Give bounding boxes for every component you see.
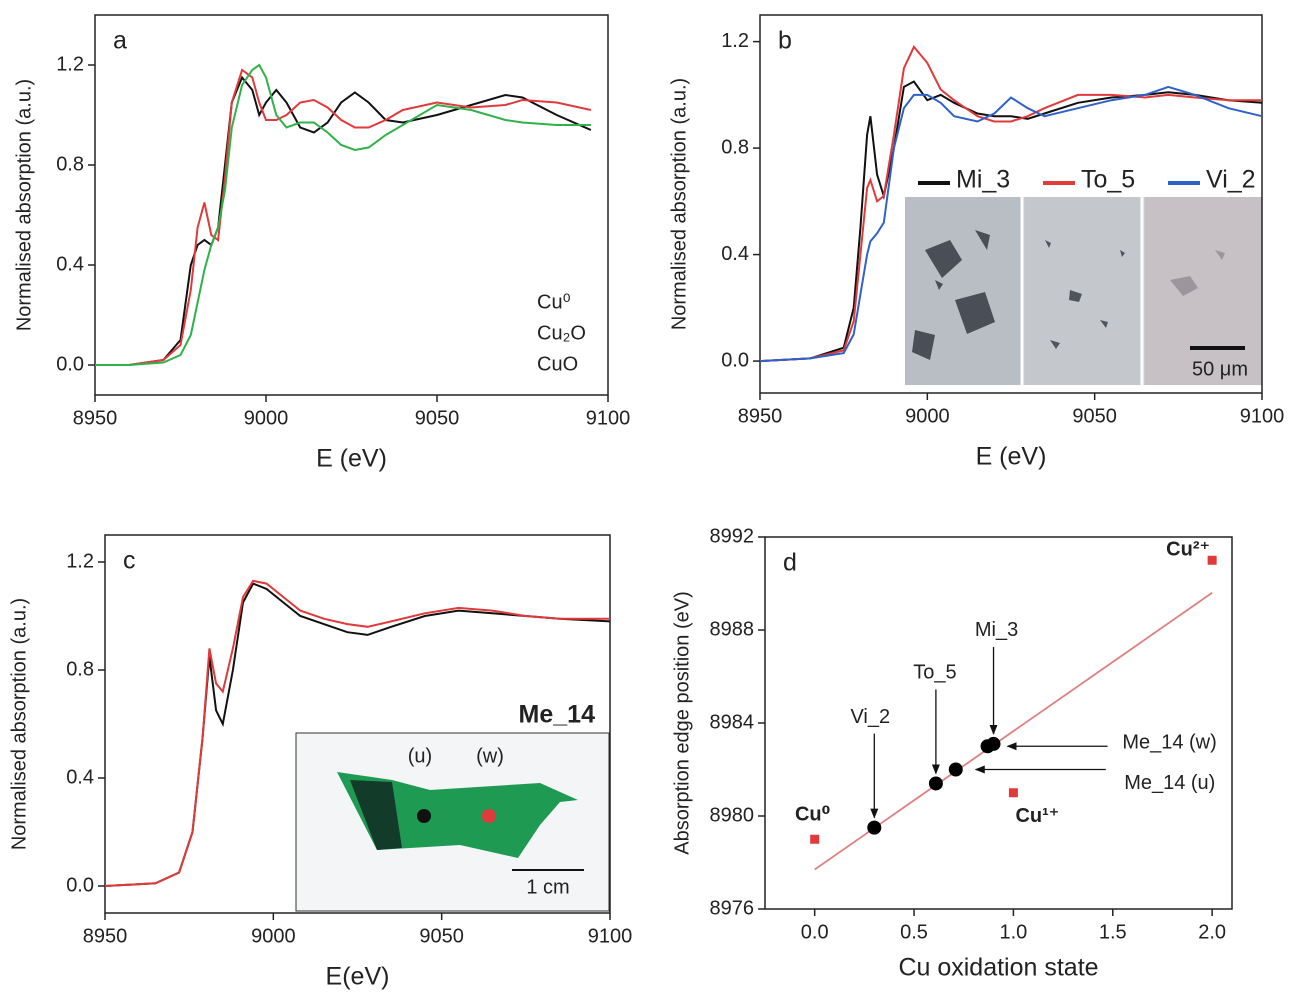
y-tick-label: 0.8 [721, 136, 749, 158]
x-axis-title: E (eV) [976, 443, 1047, 471]
y-tick-label: 1.2 [721, 30, 749, 52]
reference-point [1008, 788, 1018, 798]
panel-label: b [778, 27, 792, 55]
plot-frame [104, 534, 611, 914]
inset-label: (w) [476, 745, 504, 767]
x-tick-label: 0.5 [900, 921, 928, 943]
y-tick-label: 8976 [710, 897, 755, 919]
x-tick-label: 9100 [586, 407, 631, 429]
reference-label: Cu⁰ [795, 804, 830, 826]
plot-frame [94, 14, 609, 396]
x-tick-label: 2.0 [1198, 921, 1226, 943]
series-line [759, 85, 1263, 363]
data-point [867, 820, 882, 835]
x-tick-label: 1.0 [999, 921, 1027, 943]
series-line [104, 579, 610, 887]
legend-entry: Vi_2 [1206, 166, 1256, 194]
y-tick-label: 0.4 [721, 243, 749, 265]
x-tick-label: 8950 [738, 405, 783, 427]
x-tick-label: 9100 [588, 925, 633, 947]
legend-entry: Cu⁰ [537, 291, 571, 313]
y-tick-label: 0.4 [56, 253, 84, 275]
plot-frame [759, 14, 1263, 394]
legend-entry: Mi_3 [956, 166, 1010, 194]
x-tick-label: 9000 [244, 407, 289, 429]
data-point [986, 736, 1001, 751]
panel-label: c [123, 547, 136, 575]
panel-label: a [113, 27, 127, 55]
y-tick-label: 0.0 [721, 349, 749, 371]
x-tick-label: 8950 [73, 407, 118, 429]
x-tick-label: 9050 [415, 407, 460, 429]
y-axis-title: Normalised absorption (a.u.) [8, 598, 30, 850]
point-label: Me_14 (w) [1122, 732, 1216, 754]
scale-label: 50 μm [1192, 358, 1248, 380]
data-point [928, 776, 943, 791]
reference-point [810, 834, 820, 844]
data-point [948, 762, 963, 777]
y-tick-label: 8980 [710, 804, 755, 826]
sample-photo-inset [295, 732, 610, 912]
y-tick-label: 0.0 [66, 874, 94, 896]
point-label: Vi_2 [850, 706, 890, 728]
y-axis-title: Absorption edge position (eV) [671, 591, 693, 855]
point-label: To_5 [913, 662, 956, 684]
point-label: Me_14 (u) [1124, 772, 1215, 794]
panel-label: d [783, 549, 797, 577]
plot-frame [764, 536, 1233, 910]
y-axis-title: Normalised absorption (a.u.) [668, 78, 690, 330]
series-line [95, 75, 592, 366]
x-tick-label: 9050 [419, 925, 464, 947]
x-tick-label: 1.5 [1099, 921, 1127, 943]
fit-line [814, 592, 1213, 871]
point-label: Mi_3 [975, 619, 1018, 641]
x-axis-title: Cu oxidation state [898, 954, 1098, 982]
x-tick-label: 9000 [251, 925, 296, 947]
scale-label: 1 cm [526, 876, 569, 898]
x-tick-label: 0.0 [801, 921, 829, 943]
x-tick-label: 9000 [905, 405, 950, 427]
y-tick-label: 0.4 [66, 766, 94, 788]
series-line [95, 63, 591, 366]
sample-label: Me_14 [519, 701, 596, 729]
y-tick-label: 8992 [710, 525, 755, 547]
legend-entry: To_5 [1081, 166, 1135, 194]
y-tick-label: 0.8 [56, 153, 84, 175]
y-tick-label: 8984 [710, 711, 755, 733]
y-tick-label: 0.8 [66, 658, 94, 680]
x-tick-label: 9050 [1072, 405, 1117, 427]
y-tick-label: 8988 [710, 618, 755, 640]
x-axis-title: E(eV) [326, 963, 390, 991]
reference-point [1207, 555, 1217, 565]
series-line [95, 68, 592, 366]
y-tick-label: 1.2 [66, 550, 94, 572]
y-tick-label: 0.0 [56, 353, 84, 375]
x-axis-title: E (eV) [316, 445, 387, 473]
reference-label: Cu²⁺ [1166, 539, 1210, 561]
reference-label: Cu¹⁺ [1015, 805, 1059, 827]
legend-entry: Cu₂O [537, 322, 586, 344]
micrograph-inset [905, 197, 1262, 385]
y-tick-label: 1.2 [56, 53, 84, 75]
x-tick-label: 9100 [1240, 405, 1285, 427]
inset-label: (u) [408, 745, 432, 767]
y-axis-title: Normalised absorption (a.u.) [13, 79, 35, 331]
x-tick-label: 8950 [83, 925, 128, 947]
legend-entry: CuO [537, 353, 578, 375]
